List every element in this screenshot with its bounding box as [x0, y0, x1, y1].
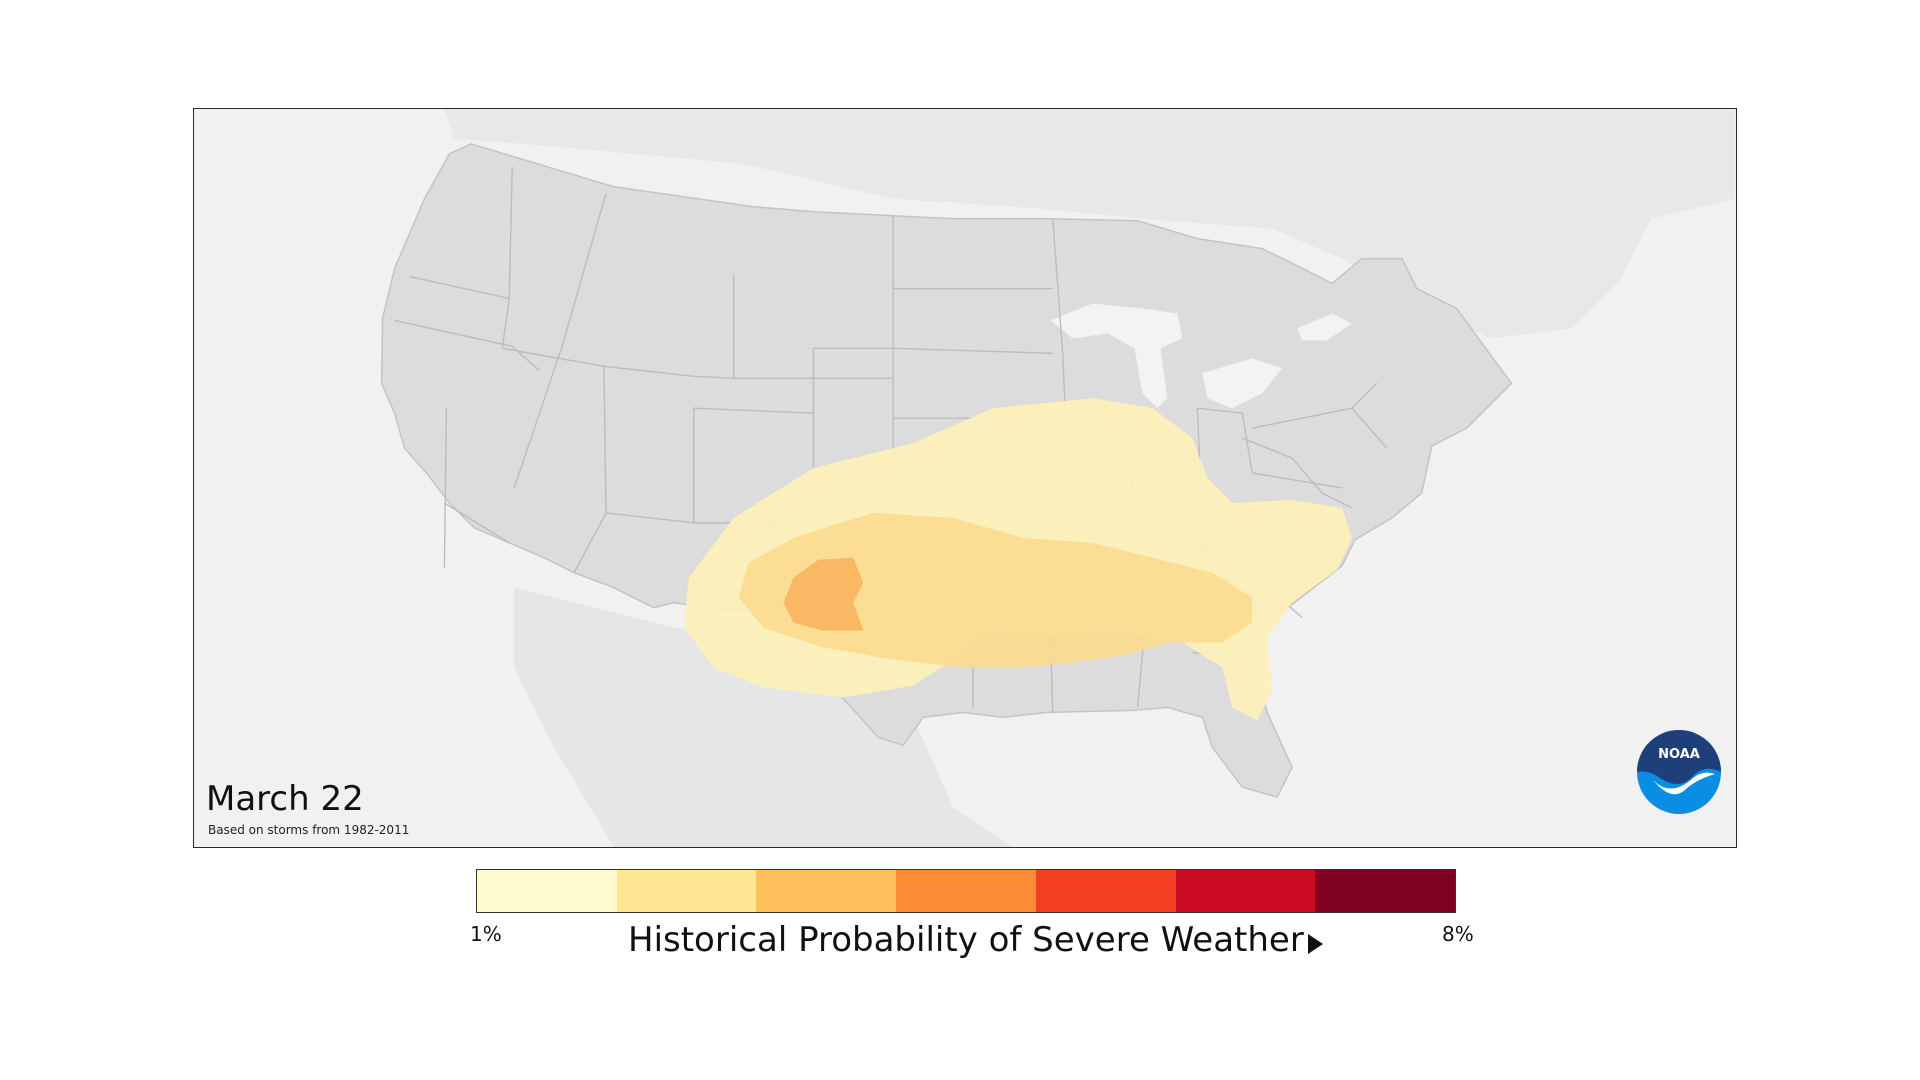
legend-title: Historical Probability of Severe Weather — [628, 920, 1304, 960]
legend-min-label: 1% — [470, 922, 502, 946]
probability-region-3 — [783, 557, 864, 631]
legend-swatch-5 — [1035, 870, 1176, 912]
legend-max-label: 8% — [1442, 922, 1474, 946]
great-lakes — [1050, 303, 1352, 409]
legend-swatch-6 — [1175, 870, 1316, 912]
us-map — [380, 109, 1735, 847]
probability-region-2 — [738, 512, 1253, 668]
date-label: March 22 — [206, 779, 364, 819]
legend-swatch-1 — [477, 870, 617, 912]
legend-color-scale — [476, 869, 1456, 913]
data-source-note: Based on storms from 1982-2011 — [208, 823, 410, 837]
arrow-right-icon — [1308, 934, 1323, 954]
legend-swatch-2 — [616, 870, 757, 912]
legend-swatch-4 — [896, 870, 1036, 912]
legend-swatch-7 — [1315, 870, 1456, 912]
mexico-land — [514, 587, 1013, 847]
legend-swatch-3 — [756, 870, 897, 912]
noaa-logo-text: NOAA — [1658, 747, 1700, 762]
noaa-logo-icon: NOAA — [1637, 730, 1721, 814]
map-panel: March 22 Based on storms from 1982-2011 … — [193, 108, 1737, 848]
